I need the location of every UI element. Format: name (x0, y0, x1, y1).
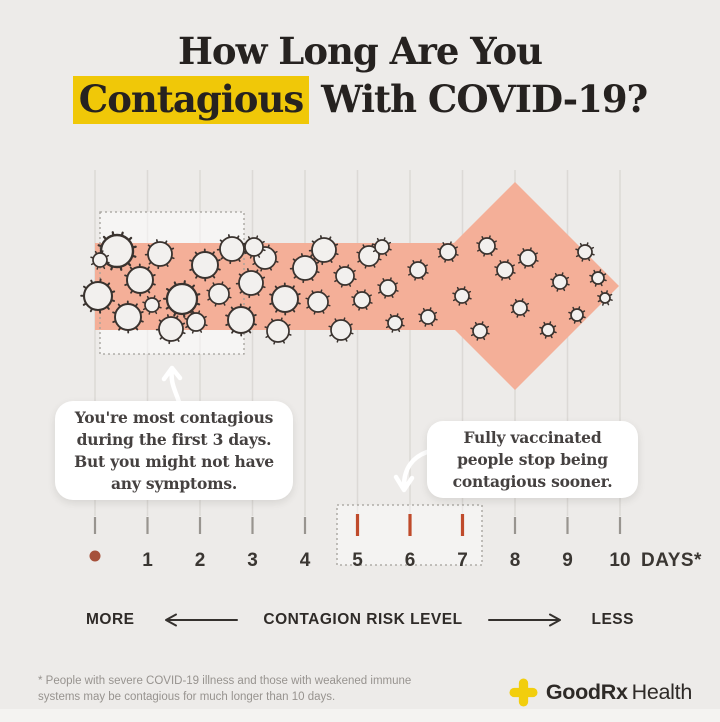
logo-brand: GoodRx (545, 679, 628, 704)
day-label: 4 (300, 550, 311, 571)
day-label: 1 (142, 550, 153, 571)
virus-icon (308, 235, 339, 266)
logo-health: Health (631, 679, 693, 704)
title-line-2-rest: With COVID-19? (309, 77, 648, 121)
virus-icon (80, 278, 116, 314)
day-label: 5 (352, 550, 363, 571)
title-line-1: How Long Are You (177, 29, 543, 73)
risk-axis-title: CONTAGION RISK LEVEL (263, 611, 463, 628)
risk-level-axis: MORE CONTAGION RISK LEVEL LESS (86, 606, 634, 634)
callout-line: during the first 3 days. (76, 429, 272, 449)
virus-icon (289, 253, 320, 284)
footnote: * People with severe COVID-19 illness an… (38, 673, 458, 705)
virus-icon (269, 282, 301, 316)
virus-icon (568, 306, 586, 324)
virus-icon (418, 307, 438, 327)
day-label: 3 (247, 550, 258, 571)
virus-icon (216, 234, 247, 265)
virus-icon (162, 280, 201, 318)
virus-icon (351, 289, 373, 311)
footnote-line-2: systems may be contagious for much longe… (38, 691, 336, 703)
virus-icon (144, 239, 175, 270)
logo-text: GoodRx Health (546, 680, 692, 705)
virus-icon (517, 247, 539, 269)
callout-line: Fully vaccinated (463, 427, 602, 447)
virus-icon (333, 264, 357, 288)
goodrx-health-logo: GoodRx Health (509, 676, 692, 708)
callout-line: any symptoms. (110, 473, 238, 493)
virus-icon (242, 235, 266, 259)
virus-icon (452, 286, 472, 306)
virus-icon (539, 321, 557, 339)
virus-icon (476, 235, 498, 257)
day-label: 9 (562, 550, 573, 571)
virus-icon (407, 259, 429, 281)
goodrx-cross-icon (509, 677, 538, 707)
callout-arrow-down-icon (393, 449, 430, 493)
day-zero-dot (89, 550, 101, 562)
page-title: How Long Are You Contagious With COVID-1… (0, 27, 720, 124)
virus-icon (385, 313, 405, 333)
day-label: 8 (510, 550, 521, 571)
arrow-right-icon (488, 613, 562, 627)
footnote-line-1: * People with severe COVID-19 illness an… (38, 675, 412, 687)
virus-icon (155, 314, 186, 345)
virus-icon (377, 277, 399, 299)
callout-line: But you might not have (74, 451, 274, 471)
virus-icon (142, 295, 162, 315)
virus-icon (124, 263, 156, 297)
title-line-2: Contagious With COVID-19? (0, 75, 720, 124)
virus-icon (494, 259, 516, 281)
days-suffix-label: DAYS* (641, 550, 702, 571)
virus-icon (235, 268, 266, 299)
virus-icon (189, 248, 221, 282)
bottom-margin-strip (0, 709, 720, 722)
callout-line: people stop being (457, 449, 608, 469)
virus-icon (112, 300, 144, 334)
risk-more-label: MORE (86, 611, 135, 628)
virus-icon (510, 298, 530, 318)
virus-icon (328, 317, 354, 343)
day-label: 2 (195, 550, 206, 571)
virus-icon (184, 310, 208, 334)
callout-line: You're most contagious (74, 407, 274, 427)
highlighted-word: Contagious (72, 76, 310, 124)
virus-icon (372, 237, 392, 257)
day-label: 7 (457, 550, 468, 571)
virus-icon (206, 281, 232, 307)
day-label: 10 (609, 550, 630, 571)
callout-most-contagious: You're most contagious during the first … (55, 401, 293, 500)
risk-less-label: LESS (591, 611, 634, 628)
virus-icon (575, 242, 595, 262)
virus-icon (597, 290, 613, 306)
virus-icon (90, 250, 110, 270)
callout-arrow-up-icon (161, 365, 183, 405)
virus-icon (264, 317, 292, 345)
virus-icon (470, 321, 490, 341)
virus-icon (305, 289, 331, 315)
callout-vaccinated: Fully vaccinated people stop being conta… (427, 421, 638, 498)
callout-line: contagious sooner. (452, 471, 613, 491)
contagion-arrow (95, 182, 619, 390)
day-label: 6 (405, 550, 416, 571)
virus-icon (550, 272, 570, 292)
virus-icon (225, 303, 257, 337)
virus-icon (437, 241, 459, 263)
virus-icon (589, 269, 607, 287)
arrow-left-icon (164, 613, 238, 627)
